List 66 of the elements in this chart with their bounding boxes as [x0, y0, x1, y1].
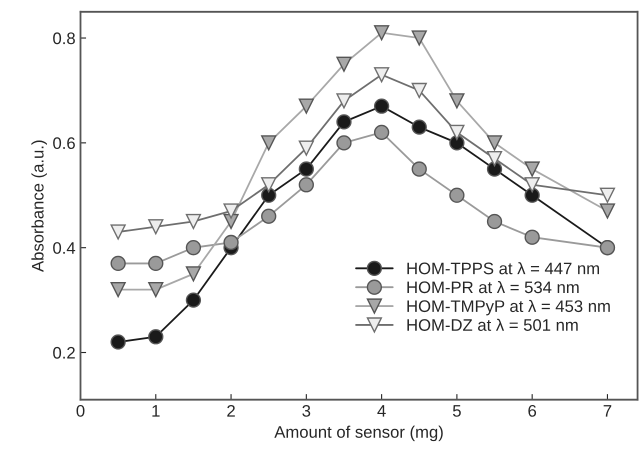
point	[110, 256, 126, 272]
y-tick-label: 0.2	[53, 346, 75, 359]
point	[524, 161, 540, 177]
x-tick-label: 2	[227, 404, 235, 417]
x-tick-label: 4	[377, 405, 386, 417]
point	[261, 135, 276, 150]
point	[449, 124, 465, 140]
point	[600, 188, 616, 203]
point	[486, 214, 502, 230]
point	[298, 177, 314, 192]
point	[261, 208, 276, 224]
point	[412, 161, 427, 177]
point	[524, 177, 540, 192]
point	[449, 93, 465, 109]
point	[261, 188, 276, 203]
point	[110, 224, 126, 240]
y-tick-label: 0.6	[53, 137, 75, 150]
point	[449, 188, 465, 203]
point	[148, 219, 164, 234]
point	[186, 292, 202, 308]
point	[298, 140, 314, 156]
point	[374, 124, 390, 140]
point	[261, 177, 276, 192]
point	[374, 25, 390, 40]
point	[486, 135, 502, 150]
point	[486, 150, 502, 166]
point	[449, 135, 465, 150]
point	[412, 119, 427, 135]
point	[186, 214, 202, 230]
x-tick-label: 6	[528, 404, 536, 417]
legend-label: HOM-TPPS at λ = 447 nm	[407, 262, 599, 274]
point	[336, 93, 352, 109]
point	[223, 203, 239, 219]
x-tick-label: 5	[452, 405, 461, 417]
x-tick-label: 3	[302, 404, 310, 417]
point	[336, 56, 352, 72]
x-tick-label: 1	[152, 405, 160, 417]
point	[336, 114, 352, 130]
y-tick-label: 0.4	[53, 242, 76, 254]
point	[110, 282, 126, 298]
y-axis-title: Absorbance (a.u.)	[31, 140, 47, 272]
point	[600, 203, 616, 219]
point	[524, 230, 540, 245]
point	[412, 30, 427, 46]
point	[148, 256, 164, 272]
x-tick-label: 7	[604, 405, 612, 417]
legend-label: HOM-TMPyP at λ = 453 nm	[407, 300, 610, 316]
point	[524, 188, 540, 203]
point	[486, 161, 502, 177]
point	[148, 282, 164, 298]
point	[298, 98, 314, 114]
point	[186, 240, 202, 256]
point	[186, 266, 202, 282]
legend-label: HOM-PR at λ = 534 nm	[407, 280, 579, 294]
point	[374, 98, 390, 114]
point	[223, 234, 239, 250]
x-tick-label: 0	[76, 404, 84, 417]
point	[298, 161, 314, 177]
point	[336, 135, 352, 150]
x-axis-title: Amount of sensor (mg)	[274, 426, 443, 442]
legend-label: HOM-DZ at λ = 501 nm	[407, 318, 578, 331]
point	[374, 67, 390, 82]
point	[412, 82, 427, 98]
point	[110, 334, 126, 350]
y-tick-label: 0.8	[53, 32, 75, 44]
point	[148, 329, 164, 344]
